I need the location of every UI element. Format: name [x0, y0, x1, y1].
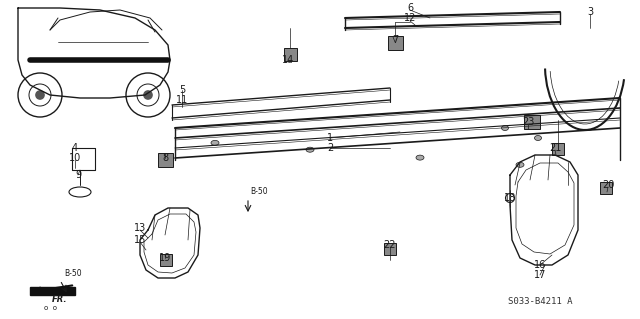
Text: S033-B4211 A: S033-B4211 A — [508, 298, 572, 307]
Text: 12: 12 — [404, 13, 416, 23]
Text: B-50: B-50 — [250, 188, 268, 197]
Ellipse shape — [534, 136, 541, 140]
FancyBboxPatch shape — [388, 36, 403, 50]
Text: 8: 8 — [162, 153, 168, 163]
FancyBboxPatch shape — [160, 254, 172, 266]
Ellipse shape — [211, 140, 219, 145]
Ellipse shape — [306, 147, 314, 152]
Text: o  o: o o — [44, 305, 56, 311]
Text: 5: 5 — [179, 85, 185, 95]
FancyBboxPatch shape — [30, 287, 75, 295]
Text: 16: 16 — [534, 260, 546, 270]
FancyBboxPatch shape — [600, 182, 612, 194]
Ellipse shape — [416, 155, 424, 160]
Text: B-50: B-50 — [64, 269, 82, 278]
FancyBboxPatch shape — [524, 115, 540, 129]
Text: 11: 11 — [176, 95, 188, 105]
Text: 21: 21 — [549, 143, 561, 153]
Ellipse shape — [502, 125, 509, 130]
Text: 7: 7 — [392, 35, 398, 45]
FancyBboxPatch shape — [284, 48, 297, 61]
Text: 6: 6 — [407, 3, 413, 13]
Text: 2: 2 — [327, 143, 333, 153]
Ellipse shape — [516, 162, 524, 167]
Text: 15: 15 — [134, 235, 146, 245]
Text: 17: 17 — [534, 270, 546, 280]
Text: 23: 23 — [522, 117, 534, 127]
Text: 1: 1 — [327, 133, 333, 143]
Circle shape — [143, 90, 153, 100]
Text: 13: 13 — [134, 223, 146, 233]
Text: FR.: FR. — [52, 295, 68, 305]
FancyBboxPatch shape — [384, 243, 396, 255]
FancyBboxPatch shape — [158, 153, 173, 167]
Text: 10: 10 — [69, 153, 81, 163]
Circle shape — [35, 90, 45, 100]
Text: 20: 20 — [602, 180, 614, 190]
Text: 4: 4 — [72, 143, 78, 153]
Text: 18: 18 — [504, 193, 516, 203]
Text: 22: 22 — [384, 240, 396, 250]
FancyBboxPatch shape — [552, 143, 564, 155]
Text: 3: 3 — [587, 7, 593, 17]
Text: 19: 19 — [159, 253, 171, 263]
Text: 14: 14 — [282, 55, 294, 65]
Text: 9: 9 — [75, 170, 81, 180]
